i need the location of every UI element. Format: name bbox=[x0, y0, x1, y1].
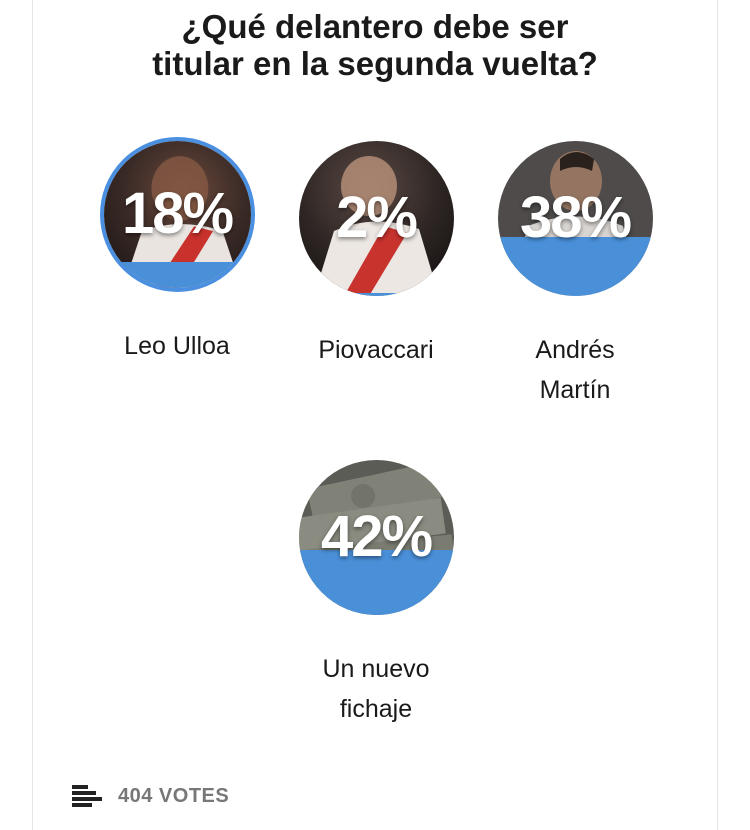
poll-card bbox=[32, 0, 718, 830]
percent-fill bbox=[298, 549, 454, 615]
option-percent: 2% bbox=[336, 184, 418, 250]
poll-title-line-1: ¿Qué delantero debe ser bbox=[181, 8, 569, 45]
option-percent: 18% bbox=[121, 180, 234, 246]
option-image-leo-ulloa[interactable]: 18% bbox=[99, 137, 255, 292]
percent-fill bbox=[497, 237, 653, 296]
poll-title-line-2: titular en la segunda vuelta? bbox=[152, 45, 598, 82]
bar-chart-icon[interactable] bbox=[72, 785, 104, 807]
option-percent: 42% bbox=[320, 503, 433, 569]
poll-title: ¿Qué delantero debe ser titular en la se… bbox=[0, 8, 750, 82]
option-percent: 38% bbox=[519, 184, 632, 250]
percent-fill bbox=[298, 292, 454, 296]
player-photo-icon bbox=[298, 141, 454, 296]
option-label-line-1: Un nuevo bbox=[322, 655, 430, 683]
poll-option-andres-martin[interactable]: 38% Andrés Martín bbox=[475, 141, 675, 410]
poll-footer: 404 VOTES bbox=[72, 780, 229, 812]
option-label-line-1: Andrés bbox=[535, 336, 615, 364]
poll-option-nuevo-fichaje[interactable]: 42% Un nuevo fichaje bbox=[276, 460, 476, 729]
percent-fill bbox=[103, 261, 251, 288]
poll-option-piovaccari[interactable]: 2% Piovaccari bbox=[276, 141, 476, 370]
option-label[interactable]: Un nuevo fichaje bbox=[276, 649, 476, 729]
option-label-line-2: Martín bbox=[539, 376, 611, 404]
vote-count: 404 VOTES bbox=[118, 784, 230, 807]
option-image-piovaccari[interactable]: 2% bbox=[298, 141, 454, 296]
option-label[interactable]: Piovaccari bbox=[318, 336, 434, 364]
option-image-nuevo-fichaje[interactable]: 42% bbox=[298, 460, 454, 615]
option-label-line-2: fichaje bbox=[339, 695, 413, 723]
option-image-andres-martin[interactable]: 38% bbox=[497, 141, 653, 296]
option-label[interactable]: Andrés Martín bbox=[475, 330, 675, 410]
option-label[interactable]: Leo Ulloa bbox=[124, 332, 230, 360]
poll-option-leo-ulloa[interactable]: 18% Leo Ulloa bbox=[77, 137, 277, 366]
